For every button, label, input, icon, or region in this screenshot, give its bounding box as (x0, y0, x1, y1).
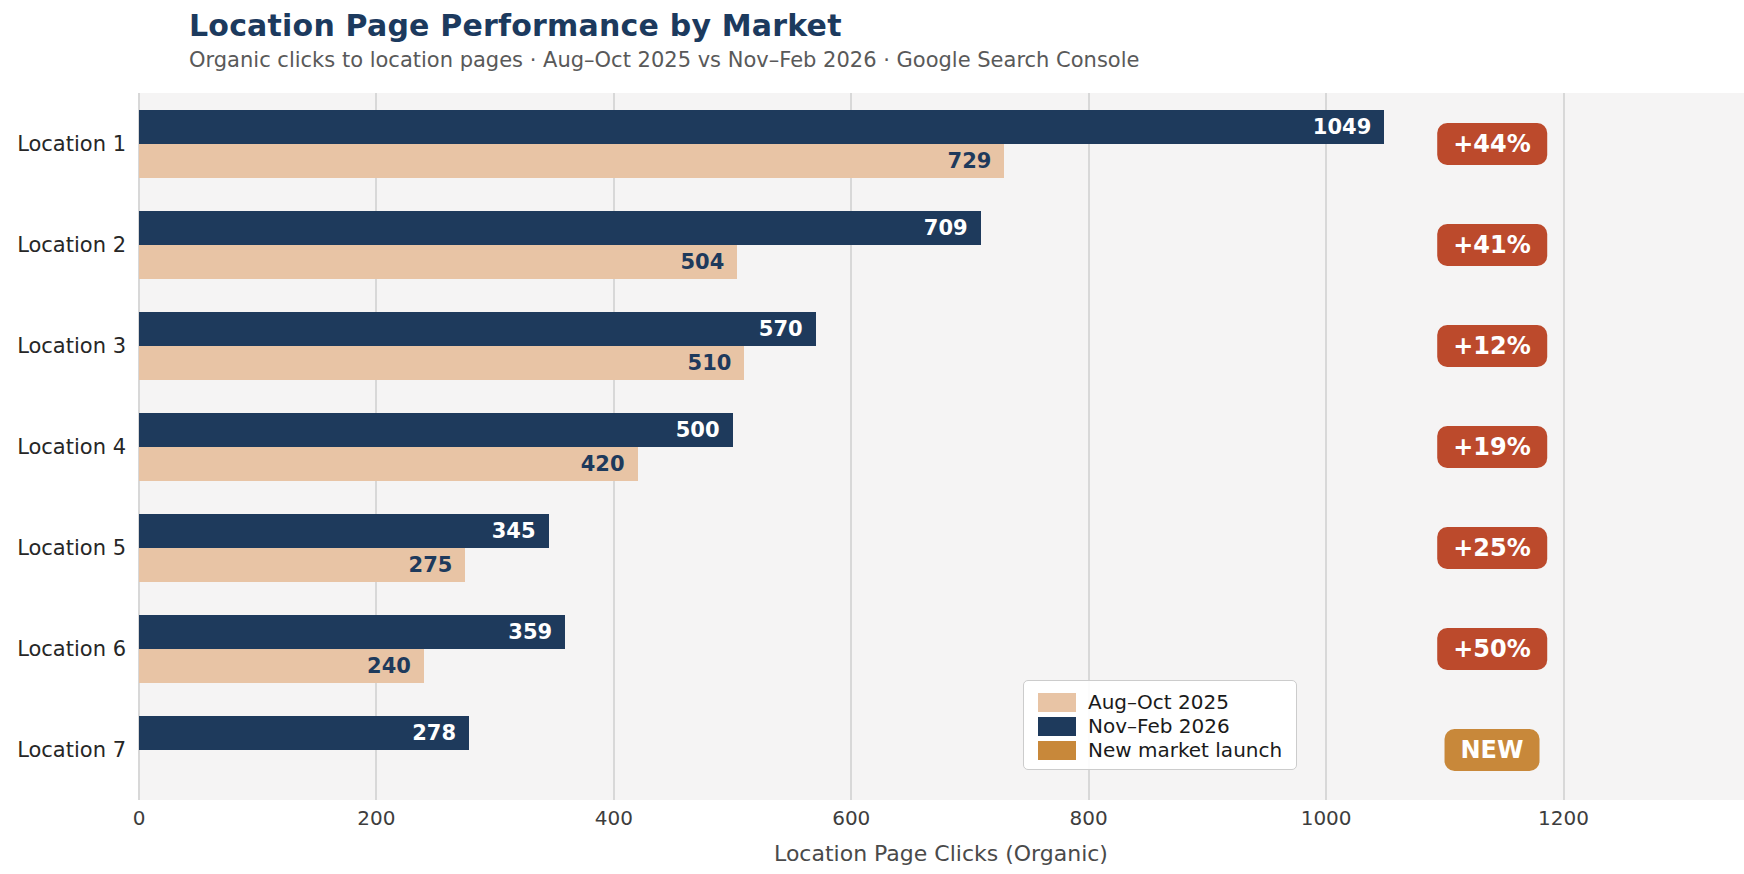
bar-nov-feb-2026: 359 (139, 615, 565, 649)
bar-aug-oct-2025: 420 (139, 447, 638, 481)
bar-value-label: 1049 (1313, 110, 1371, 144)
y-axis-label: Location 4 (0, 435, 126, 459)
bar-value-label: 510 (688, 346, 732, 380)
bar-value-label: 275 (409, 548, 453, 582)
x-tick-label: 0 (133, 806, 146, 830)
x-tick-label: 800 (1070, 806, 1108, 830)
bar-aug-oct-2025: 510 (139, 346, 744, 380)
bar-value-label: 278 (412, 716, 456, 750)
y-axis-label: Location 5 (0, 536, 126, 560)
legend-swatch-nov-feb-2026 (1038, 717, 1076, 736)
growth-badge: +41% (1437, 224, 1547, 266)
bar-row: 345 275 +25% (139, 497, 1744, 598)
bar-nov-feb-2026: 709 (139, 211, 981, 245)
bar-nov-feb-2026: 278 (139, 716, 469, 750)
x-tick-label: 600 (832, 806, 870, 830)
y-axis-label: Location 2 (0, 233, 126, 257)
bar-value-label: 240 (367, 649, 411, 683)
y-axis-label: Location 1 (0, 132, 126, 156)
bar-nov-feb-2026: 345 (139, 514, 549, 548)
bar-row: 570 510 +12% (139, 295, 1744, 396)
new-badge: NEW (1445, 729, 1540, 771)
bar-value-label: 345 (492, 514, 536, 548)
bar-value-label: 709 (924, 211, 968, 245)
legend-label: Aug–Oct 2025 (1088, 690, 1229, 714)
bar-value-label: 500 (676, 413, 720, 447)
bar-row: 500 420 +19% (139, 396, 1744, 497)
plot-area: 1049 729 +44% 709 504 +41% 570 510 +12% 500 420 +19… (139, 93, 1744, 800)
legend-item: Nov–Feb 2026 (1038, 714, 1282, 738)
legend-label: Nov–Feb 2026 (1088, 714, 1230, 738)
x-tick-label: 1200 (1538, 806, 1589, 830)
x-tick-label: 200 (357, 806, 395, 830)
bar-value-label: 420 (581, 447, 625, 481)
bar-aug-oct-2025: 275 (139, 548, 465, 582)
bar-value-label: 504 (680, 245, 724, 279)
bar-aug-oct-2025: 504 (139, 245, 737, 279)
growth-badge: +44% (1437, 123, 1547, 165)
legend-item: Aug–Oct 2025 (1038, 690, 1282, 714)
chart-title: Location Page Performance by Market (189, 8, 842, 43)
growth-badge: +12% (1437, 325, 1547, 367)
bar-nov-feb-2026: 500 (139, 413, 733, 447)
bar-row: 359 240 +50% (139, 598, 1744, 699)
bar-row: 1049 729 +44% (139, 93, 1744, 194)
bar-nov-feb-2026: 1049 (139, 110, 1384, 144)
y-axis-label: Location 7 (0, 738, 126, 762)
bar-aug-oct-2025: 729 (139, 144, 1004, 178)
bar-rows: 1049 729 +44% 709 504 +41% 570 510 +12% 500 420 +19… (139, 93, 1744, 800)
bar-value-label: 359 (508, 615, 552, 649)
x-tick-label: 1000 (1301, 806, 1352, 830)
chart-subtitle: Organic clicks to location pages · Aug–O… (189, 48, 1139, 72)
bar-nov-feb-2026: 570 (139, 312, 816, 346)
growth-badge: +19% (1437, 426, 1547, 468)
bar-value-label: 729 (948, 144, 992, 178)
y-axis-label: Location 6 (0, 637, 126, 661)
y-axis-label: Location 3 (0, 334, 126, 358)
bar-value-label: 570 (759, 312, 803, 346)
legend-label: New market launch (1088, 738, 1282, 762)
x-tick-label: 400 (595, 806, 633, 830)
x-axis-label: Location Page Clicks (Organic) (774, 841, 1108, 866)
legend-item: New market launch (1038, 738, 1282, 762)
bar-row: 709 504 +41% (139, 194, 1744, 295)
bar-row: 278 NEW (139, 699, 1744, 800)
legend-swatch-aug-oct-2025 (1038, 693, 1076, 712)
growth-badge: +50% (1437, 628, 1547, 670)
chart-canvas: Location Page Performance by Market Orga… (0, 0, 1744, 874)
bar-aug-oct-2025: 240 (139, 649, 424, 683)
growth-badge: +25% (1437, 527, 1547, 569)
legend: Aug–Oct 2025Nov–Feb 2026New market launc… (1023, 680, 1297, 770)
legend-swatch-new-market-launch (1038, 741, 1076, 760)
